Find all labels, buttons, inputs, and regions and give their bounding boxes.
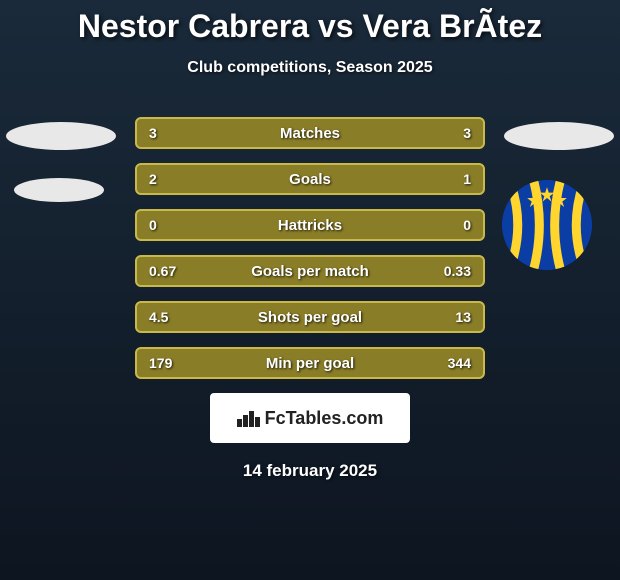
page-title: Nestor Cabrera vs Vera BrÃtez [0,0,620,45]
bar-chart-icon [237,409,259,427]
stat-right-value: 3 [463,125,471,141]
date-text: 14 february 2025 [0,461,620,481]
stat-row-hattricks: 0 Hattricks 0 [135,209,485,241]
stat-label: Goals [289,171,331,188]
stat-left-value: 179 [149,355,172,371]
fctables-label: FcTables.com [265,408,384,429]
stat-right-value: 13 [455,309,471,325]
stat-label: Shots per goal [258,309,362,326]
stats-container: 3 Matches 3 2 Goals 1 0 Hattricks 0 0.67… [135,117,485,379]
player-right-avatar [504,122,614,150]
stat-right-value: 0.33 [444,263,471,279]
stat-label: Goals per match [251,263,369,280]
stat-right-value: 344 [448,355,471,371]
stat-row-mpg: 179 Min per goal 344 [135,347,485,379]
stat-left-value: 4.5 [149,309,168,325]
stat-left-value: 3 [149,125,157,141]
player-left-avatar-2 [14,178,104,202]
stat-row-gpm: 0.67 Goals per match 0.33 [135,255,485,287]
fctables-badge[interactable]: FcTables.com [210,393,410,443]
stat-left-value: 0 [149,217,157,233]
stat-row-matches: 3 Matches 3 [135,117,485,149]
stat-row-goals: 2 Goals 1 [135,163,485,195]
stat-label: Matches [280,125,340,142]
player-left-avatar-1 [6,122,116,150]
stat-left-value: 0.67 [149,263,176,279]
stat-left-value: 2 [149,171,157,187]
club-badge-right [502,180,592,270]
stat-row-spg: 4.5 Shots per goal 13 [135,301,485,333]
stat-right-value: 0 [463,217,471,233]
club-badge-svg [502,180,592,270]
stat-label: Min per goal [266,355,354,372]
stat-right-value: 1 [463,171,471,187]
subtitle: Club competitions, Season 2025 [0,59,620,77]
stat-label: Hattricks [278,217,342,234]
